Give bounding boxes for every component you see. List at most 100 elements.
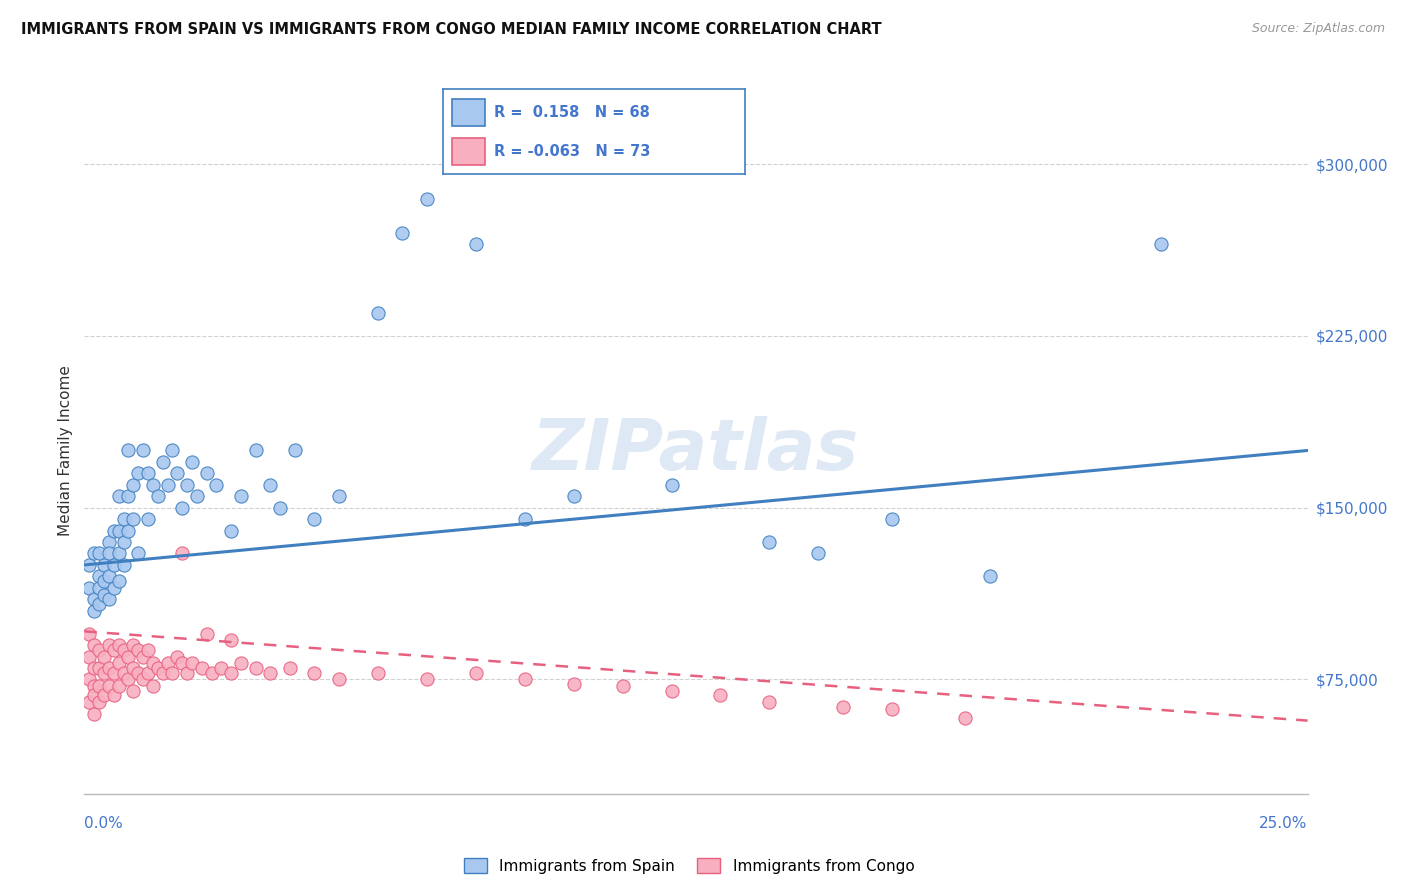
Point [162, 665, 184, 680]
Point [328, 489, 350, 503]
Point [97, 592, 120, 607]
Point [661, 478, 683, 492]
Point [245, 443, 267, 458]
FancyBboxPatch shape [451, 98, 485, 126]
Point [142, 478, 165, 492]
Point [132, 443, 155, 458]
Point [97, 535, 120, 549]
Point [107, 657, 129, 671]
Point [181, 657, 204, 671]
Point [103, 689, 125, 703]
Point [367, 665, 389, 680]
Point [1150, 237, 1173, 252]
Point [176, 478, 198, 492]
Point [245, 661, 267, 675]
Point [103, 665, 125, 680]
Point [328, 673, 350, 687]
Point [117, 673, 139, 687]
Text: R =  0.158   N = 68: R = 0.158 N = 68 [495, 104, 650, 120]
Point [269, 500, 291, 515]
Point [83, 604, 105, 618]
Point [87, 597, 110, 611]
Point [103, 524, 125, 538]
Point [132, 649, 155, 664]
Point [195, 626, 218, 640]
Point [87, 661, 110, 675]
Text: ZIPatlas: ZIPatlas [533, 416, 859, 485]
Point [112, 535, 135, 549]
Text: R = -0.063   N = 73: R = -0.063 N = 73 [495, 145, 651, 160]
Point [209, 661, 232, 675]
Point [93, 665, 115, 680]
Point [97, 569, 120, 583]
Point [77, 649, 100, 664]
Point [93, 588, 115, 602]
Point [83, 706, 105, 721]
Point [464, 237, 486, 252]
Point [97, 679, 120, 693]
Point [152, 455, 174, 469]
Point [166, 649, 188, 664]
Point [136, 665, 159, 680]
Point [112, 512, 135, 526]
Point [513, 673, 536, 687]
Point [219, 524, 242, 538]
Point [562, 677, 585, 691]
Point [93, 649, 115, 664]
Point [304, 665, 326, 680]
Point [93, 689, 115, 703]
Point [83, 638, 105, 652]
Point [87, 642, 110, 657]
Point [97, 661, 120, 675]
Point [103, 581, 125, 595]
Point [142, 679, 165, 693]
Text: 0.0%: 0.0% [84, 816, 124, 831]
Point [259, 478, 281, 492]
Point [83, 592, 105, 607]
Point [97, 638, 120, 652]
Point [953, 711, 976, 725]
Point [83, 546, 105, 561]
Point [77, 626, 100, 640]
Point [97, 546, 120, 561]
Point [112, 558, 135, 572]
Point [367, 306, 389, 320]
Point [284, 443, 307, 458]
Point [176, 665, 198, 680]
Point [132, 673, 155, 687]
Point [612, 679, 634, 693]
Text: 25.0%: 25.0% [1260, 816, 1308, 831]
Point [127, 467, 149, 481]
Point [122, 661, 145, 675]
Point [77, 673, 100, 687]
Point [107, 679, 129, 693]
Point [709, 689, 731, 703]
Point [87, 569, 110, 583]
Point [416, 673, 439, 687]
Point [304, 512, 326, 526]
Point [172, 546, 194, 561]
Point [391, 226, 413, 240]
Point [562, 489, 585, 503]
Point [93, 558, 115, 572]
Point [103, 558, 125, 572]
Point [112, 642, 135, 657]
Point [807, 546, 830, 561]
Point [146, 661, 169, 675]
Point [107, 574, 129, 588]
Point [87, 546, 110, 561]
Point [117, 443, 139, 458]
Point [107, 638, 129, 652]
Point [122, 638, 145, 652]
Point [136, 467, 159, 481]
Point [205, 478, 228, 492]
Point [219, 633, 242, 648]
Point [146, 489, 169, 503]
Point [107, 524, 129, 538]
Point [156, 657, 179, 671]
Y-axis label: Median Family Income: Median Family Income [58, 365, 73, 536]
Point [122, 683, 145, 698]
Point [195, 467, 218, 481]
Point [103, 642, 125, 657]
Point [259, 665, 281, 680]
